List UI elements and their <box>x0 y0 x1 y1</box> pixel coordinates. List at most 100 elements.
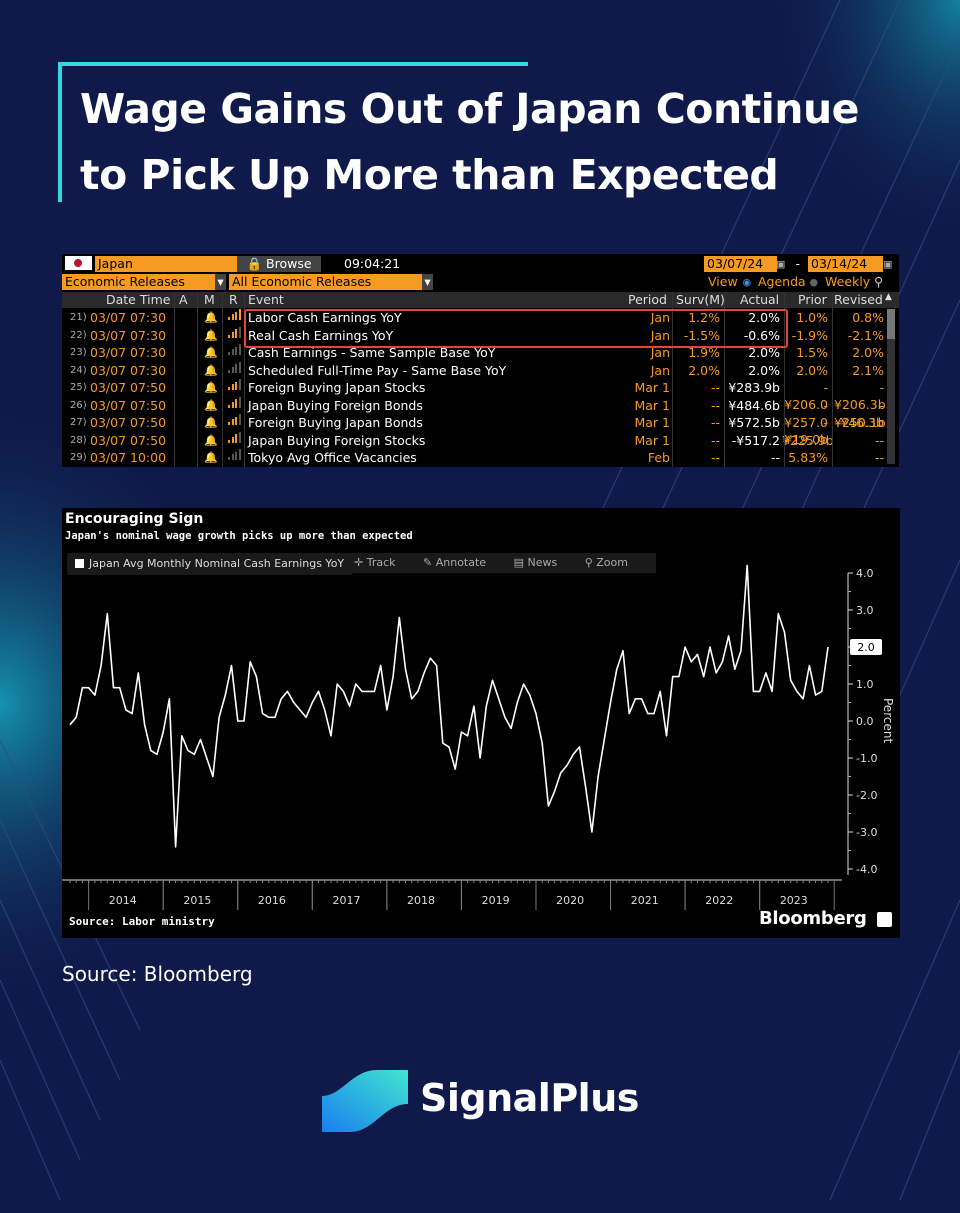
row-surv: -- <box>710 432 720 448</box>
chart-source: Source: Labor ministry <box>69 915 215 928</box>
col-date-time[interactable]: Date Time <box>106 292 171 307</box>
legend-label: Japan Avg Monthly Nominal Cash Earnings … <box>89 557 345 570</box>
scrollbar[interactable] <box>887 309 895 464</box>
relevance-bar <box>231 314 234 320</box>
col-revised[interactable]: Revised <box>834 292 883 307</box>
row-surv: 2.0% <box>688 362 720 378</box>
row-surv: -1.5% <box>683 327 720 343</box>
filter-type-select[interactable]: All Economic Releases <box>229 274 422 290</box>
chart-legend[interactable]: Japan Avg Monthly Nominal Cash Earnings … <box>67 553 353 575</box>
column-divider <box>784 292 785 467</box>
relevance-bar <box>238 431 241 443</box>
col-m[interactable]: M <box>204 292 215 307</box>
track-tool[interactable]: ✛ Track <box>354 556 396 569</box>
brand-name: SignalPlus <box>420 1076 639 1120</box>
bell-icon[interactable]: 🔔 <box>204 398 218 412</box>
view-weekly-option[interactable]: Weekly <box>825 274 871 289</box>
row-actual: ¥484.6b <box>728 397 780 413</box>
row-datetime: 03/07 07:30 <box>90 345 167 360</box>
relevance-bar <box>231 331 234 338</box>
calendar-icon-from[interactable]: ▣ <box>777 256 785 271</box>
bell-icon[interactable]: 🔔 <box>204 451 218 464</box>
table-row[interactable]: 22) 03/07 07:30 🔔 Real Cash Earnings YoY Jan… <box>62 326 899 344</box>
news-label: News <box>527 556 558 569</box>
row-actual: -0.6% <box>743 327 780 343</box>
row-event: Tokyo Avg Office Vacancies <box>248 450 417 465</box>
bloomberg-chart-icon <box>877 912 892 927</box>
row-revised: -¥206.3b <box>834 380 886 412</box>
bell-icon[interactable]: 🔔 <box>204 311 218 324</box>
col-event[interactable]: Event <box>248 292 284 307</box>
radio-weekly-icon[interactable]: ● <box>810 274 818 289</box>
title-line-2: to Pick Up More than Expected <box>80 151 779 199</box>
row-period: Jan <box>650 345 670 360</box>
search-icon[interactable]: ⚲ <box>874 274 884 289</box>
row-index: 23) <box>70 347 87 358</box>
x-tick-label: 2014 <box>109 894 137 907</box>
highlight-box <box>244 309 788 348</box>
bell-icon[interactable]: 🔔 <box>204 363 218 377</box>
x-tick-label: 2022 <box>705 894 733 907</box>
dropdown-icon[interactable]: ▾ <box>422 274 433 290</box>
row-prior: 1.5% <box>796 345 828 360</box>
row-event: Real Cash Earnings YoY <box>248 327 394 343</box>
col-surv[interactable]: Surv(M) <box>676 292 725 307</box>
col-r[interactable]: R <box>229 292 238 307</box>
zoom-tool[interactable]: ⚲ Zoom <box>584 556 628 569</box>
row-datetime: 03/07 07:30 <box>90 327 167 343</box>
relevance-bar <box>228 369 230 373</box>
relevance-bars-icon <box>228 431 242 443</box>
table-row[interactable]: 25) 03/07 07:50 🔔 Foreign Buying Japan Stoc… <box>62 379 899 412</box>
filter-category-select[interactable]: Economic Releases <box>62 274 215 290</box>
row-period: Mar 1 <box>634 432 670 448</box>
relevance-bar <box>235 434 237 443</box>
view-agenda-option[interactable]: Agenda <box>758 274 806 289</box>
last-value-marker <box>850 639 882 655</box>
scrollbar-thumb[interactable] <box>887 309 895 339</box>
row-actual: 2.0% <box>748 362 780 378</box>
date-separator: - <box>794 256 802 271</box>
annotate-tool[interactable]: ✎ Annotate <box>423 556 487 569</box>
col-actual[interactable]: Actual <box>740 292 780 307</box>
y-tick-label: -1.0 <box>856 752 877 765</box>
table-row[interactable]: 21) 03/07 07:30 🔔 Labor Cash Earnings YoY Ja… <box>62 309 899 326</box>
table-row[interactable]: 24) 03/07 07:30 🔔 Scheduled Full-Time Pay -… <box>62 361 899 379</box>
sort-up-icon[interactable]: ▲ <box>885 292 892 302</box>
row-revised: -- <box>874 450 884 465</box>
bell-icon[interactable]: 🔔 <box>204 416 218 429</box>
browse-button[interactable]: 🔒 Browse <box>237 256 321 272</box>
relevance-bar <box>228 352 230 355</box>
bell-icon[interactable]: 🔔 <box>204 346 218 359</box>
col-period[interactable]: Period <box>628 292 667 307</box>
y-tick-label: 4.0 <box>856 567 874 580</box>
track-label: Track <box>366 556 396 569</box>
radio-agenda-icon[interactable]: ◉ <box>743 274 751 289</box>
column-divider <box>832 292 833 467</box>
relevance-bar <box>238 449 241 460</box>
date-from-field[interactable]: 03/07/24 <box>704 256 777 272</box>
row-datetime: 03/07 07:30 <box>90 362 167 378</box>
browse-label: Browse <box>266 256 312 271</box>
table-row[interactable]: 28) 03/07 07:50 🔔 Japan Buying Foreign Stoc… <box>62 431 899 449</box>
date-to-field[interactable]: 03/14/24 <box>808 256 883 272</box>
y-tick-label: 0.0 <box>856 715 874 728</box>
bell-icon[interactable]: 🔔 <box>204 328 218 342</box>
chart-toolbar: ✛ Track ✎ Annotate ▤ News ⚲ Zoom <box>350 553 656 573</box>
relevance-bar <box>235 364 237 373</box>
news-tool[interactable]: ▤ News <box>513 556 558 569</box>
table-row[interactable]: 23) 03/07 07:30 🔔 Cash Earnings - Same Samp… <box>62 344 899 361</box>
table-row[interactable]: 26) 03/07 07:50 🔔 Japan Buying Foreign Bond… <box>62 396 899 430</box>
bell-icon[interactable]: 🔔 <box>204 433 218 447</box>
col-prior[interactable]: Prior <box>798 292 827 307</box>
relevance-bar <box>238 379 241 390</box>
table-row[interactable]: 29) 03/07 10:00 🔔 Tokyo Avg Office Vacancie… <box>62 449 899 466</box>
dropdown-icon[interactable]: ▾ <box>215 274 226 290</box>
table-row[interactable]: 27) 03/07 07:50 🔔 Foreign Buying Japan Bond… <box>62 414 899 447</box>
col-a[interactable]: A <box>179 292 188 307</box>
calendar-icon-to[interactable]: ▣ <box>884 256 892 271</box>
relevance-bar <box>231 419 234 425</box>
row-index: 29) <box>70 452 87 463</box>
relevance-bar <box>228 334 230 338</box>
row-event: Cash Earnings - Same Sample Base YoY <box>248 345 496 360</box>
bell-icon[interactable]: 🔔 <box>204 381 218 394</box>
